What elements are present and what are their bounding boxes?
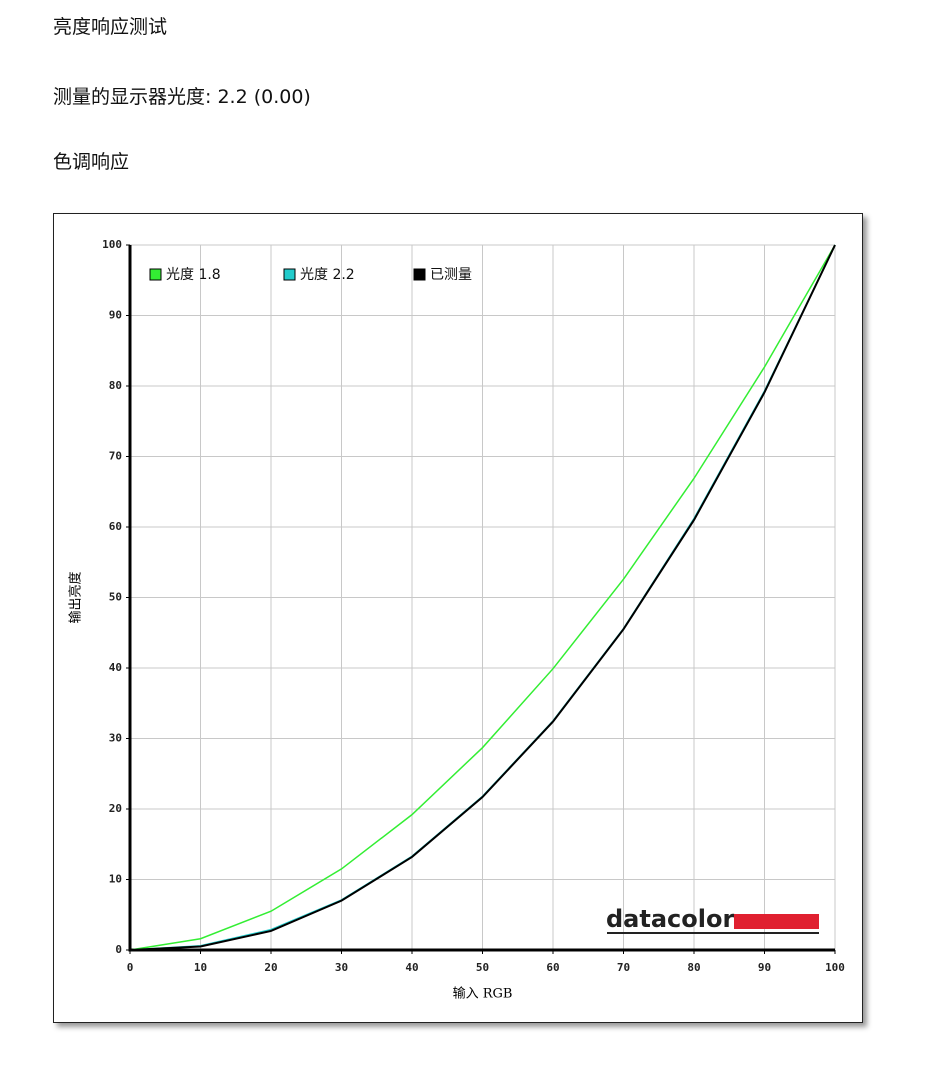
x-tick-label: 90 — [758, 961, 771, 974]
y-tick-label: 80 — [109, 379, 122, 392]
y-tick-label: 0 — [115, 943, 122, 956]
brand-bar — [734, 914, 819, 929]
subheading: 色调响应 — [53, 151, 130, 173]
y-tick-label: 20 — [109, 802, 122, 815]
legend-swatch — [283, 268, 296, 281]
x-tick-label: 50 — [476, 961, 489, 974]
brand-logo: datacolor — [606, 905, 734, 933]
line-series — [129, 244, 836, 951]
x-tick-label: 100 — [825, 961, 845, 974]
y-tick-label: 70 — [109, 450, 122, 463]
gamma-text: 测量的显示器光度: 2.2 (0.00) — [53, 86, 311, 108]
y-tick-label: 10 — [109, 873, 122, 886]
x-axis-label: 输入 RGB — [453, 986, 513, 1002]
x-tick-label: 60 — [546, 961, 559, 974]
x-tick-label: 80 — [687, 961, 700, 974]
x-tick-label: 30 — [335, 961, 348, 974]
x-tick-label: 10 — [194, 961, 207, 974]
legend-label: 光度 1.8 — [166, 267, 221, 283]
y-tick-label: 50 — [109, 591, 122, 604]
x-tick-label: 0 — [127, 961, 134, 974]
y-axis-label: 输出亮度 — [68, 571, 84, 623]
line-series — [129, 244, 836, 951]
x-tick-label: 20 — [264, 961, 277, 974]
chart: 0 10 20 30 40 50 60 70 80 90 100 0 10 20 30 40 50 60 70 80 9… — [68, 238, 845, 1002]
heading: 亮度响应测试 — [53, 16, 168, 38]
y-tick-label: 90 — [109, 309, 122, 322]
x-tick-label: 40 — [405, 961, 418, 974]
y-tick-label: 30 — [109, 732, 122, 745]
x-tick-label: 70 — [617, 961, 630, 974]
y-tick-label: 100 — [102, 238, 122, 251]
legend-label: 已测量 — [430, 267, 472, 283]
legend-swatch — [149, 268, 162, 281]
y-tick-label: 40 — [109, 661, 122, 674]
legend-swatch — [413, 268, 426, 281]
chart-frame: 0 10 20 30 40 50 60 70 80 90 100 0 10 20 30 40 50 60 70 80 9… — [53, 213, 863, 1023]
legend-label: 光度 2.2 — [300, 267, 355, 283]
y-tick-label: 60 — [109, 520, 122, 533]
